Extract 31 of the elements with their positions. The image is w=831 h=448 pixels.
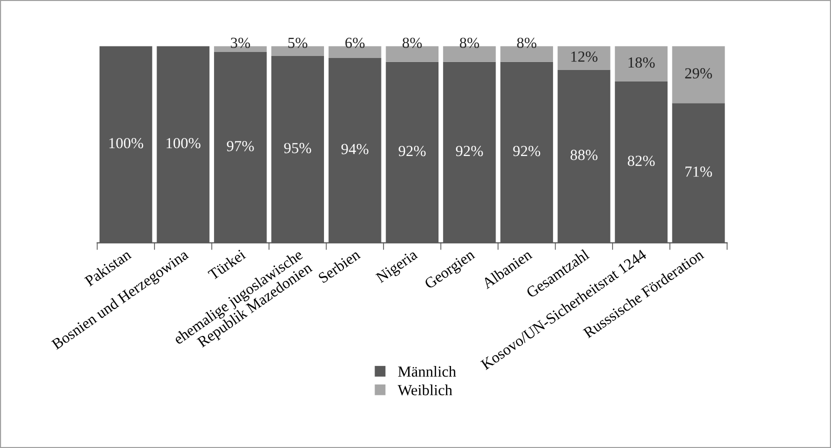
bar: [386, 46, 439, 62]
data-label: 100%: [166, 138, 200, 148]
data-label: 6%: [345, 38, 365, 48]
data-label: 12%: [571, 51, 598, 62]
legend-label: Weiblich: [398, 384, 452, 396]
bar: [271, 46, 324, 56]
data-label: 8%: [517, 38, 536, 48]
data-label: 29%: [685, 68, 712, 79]
legend-label: Männlich: [398, 366, 456, 377]
data-label: 8%: [460, 38, 480, 48]
data-label: 92%: [456, 146, 483, 156]
data-label: 92%: [513, 146, 540, 156]
data-label: 100%: [109, 138, 144, 148]
data-label: 82%: [628, 156, 655, 166]
data-label: 8%: [402, 38, 422, 48]
data-label: 5%: [288, 38, 308, 48]
data-label: 92%: [398, 146, 426, 156]
bar: [672, 46, 725, 104]
bar: [214, 46, 267, 52]
bar: [500, 46, 554, 62]
data-label: 97%: [226, 140, 254, 152]
data-label: 95%: [284, 142, 312, 154]
data-label: 71%: [686, 166, 712, 177]
bar: [328, 46, 382, 58]
bar: [443, 46, 496, 62]
bar: [558, 46, 610, 70]
data-label: 88%: [570, 150, 598, 160]
data-label: 3%: [230, 38, 250, 48]
bar: [614, 46, 668, 82]
data-label: 94%: [341, 144, 368, 154]
data-label: 18%: [628, 57, 655, 68]
